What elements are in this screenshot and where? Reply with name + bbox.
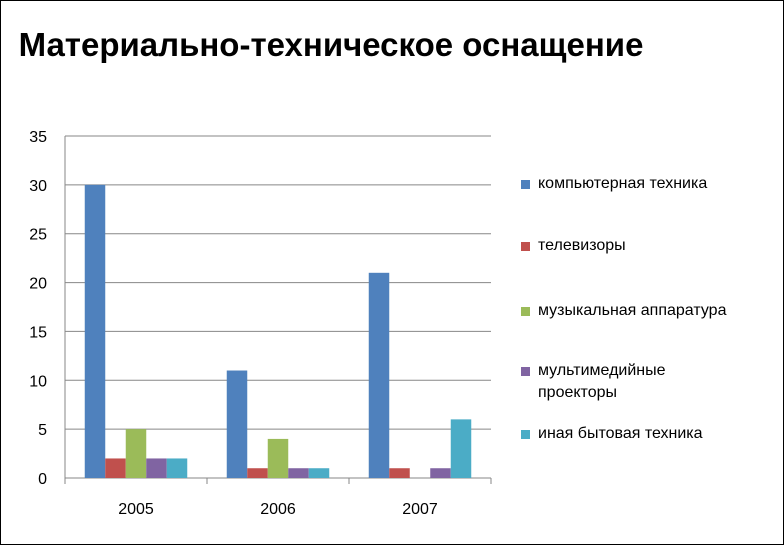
y-tick-label: 30 <box>29 178 47 195</box>
bar <box>308 468 330 478</box>
bar <box>247 468 268 478</box>
x-tick-label: 2005 <box>118 501 154 518</box>
legend-swatch <box>521 180 530 189</box>
legend-label: телевизоры <box>538 237 626 254</box>
y-tick-label: 35 <box>29 129 47 146</box>
legend-label: музыкальная аппаратура <box>538 302 727 319</box>
legend-swatch <box>521 307 530 316</box>
y-tick-label: 0 <box>38 471 47 488</box>
y-tick-label: 20 <box>29 276 47 293</box>
bar <box>84 184 106 478</box>
bar <box>368 272 390 478</box>
bar <box>146 458 167 478</box>
legend-swatch <box>521 430 530 439</box>
bar <box>267 438 289 478</box>
bar <box>125 429 147 478</box>
x-tick-label: 2007 <box>402 501 438 518</box>
bar <box>288 468 309 478</box>
x-tick-label: 2006 <box>260 501 296 518</box>
bar <box>430 468 451 478</box>
bar <box>166 458 188 478</box>
y-tick-label: 15 <box>29 324 47 341</box>
legend-swatch <box>521 242 530 251</box>
legend-label: компьютерная техника <box>538 175 708 192</box>
y-tick-label: 5 <box>38 422 47 439</box>
y-tick-label: 25 <box>29 227 47 244</box>
chart-title: Материально-техническое оснащение <box>18 26 644 63</box>
bar <box>389 468 410 478</box>
legend-swatch <box>521 367 530 376</box>
bar <box>450 419 472 478</box>
bar <box>226 370 248 478</box>
bar <box>105 458 126 478</box>
y-tick-label: 10 <box>29 373 47 390</box>
legend-label: иная бытовая техника <box>538 425 703 442</box>
legend-label: мультимедийные проекторы <box>538 362 666 401</box>
